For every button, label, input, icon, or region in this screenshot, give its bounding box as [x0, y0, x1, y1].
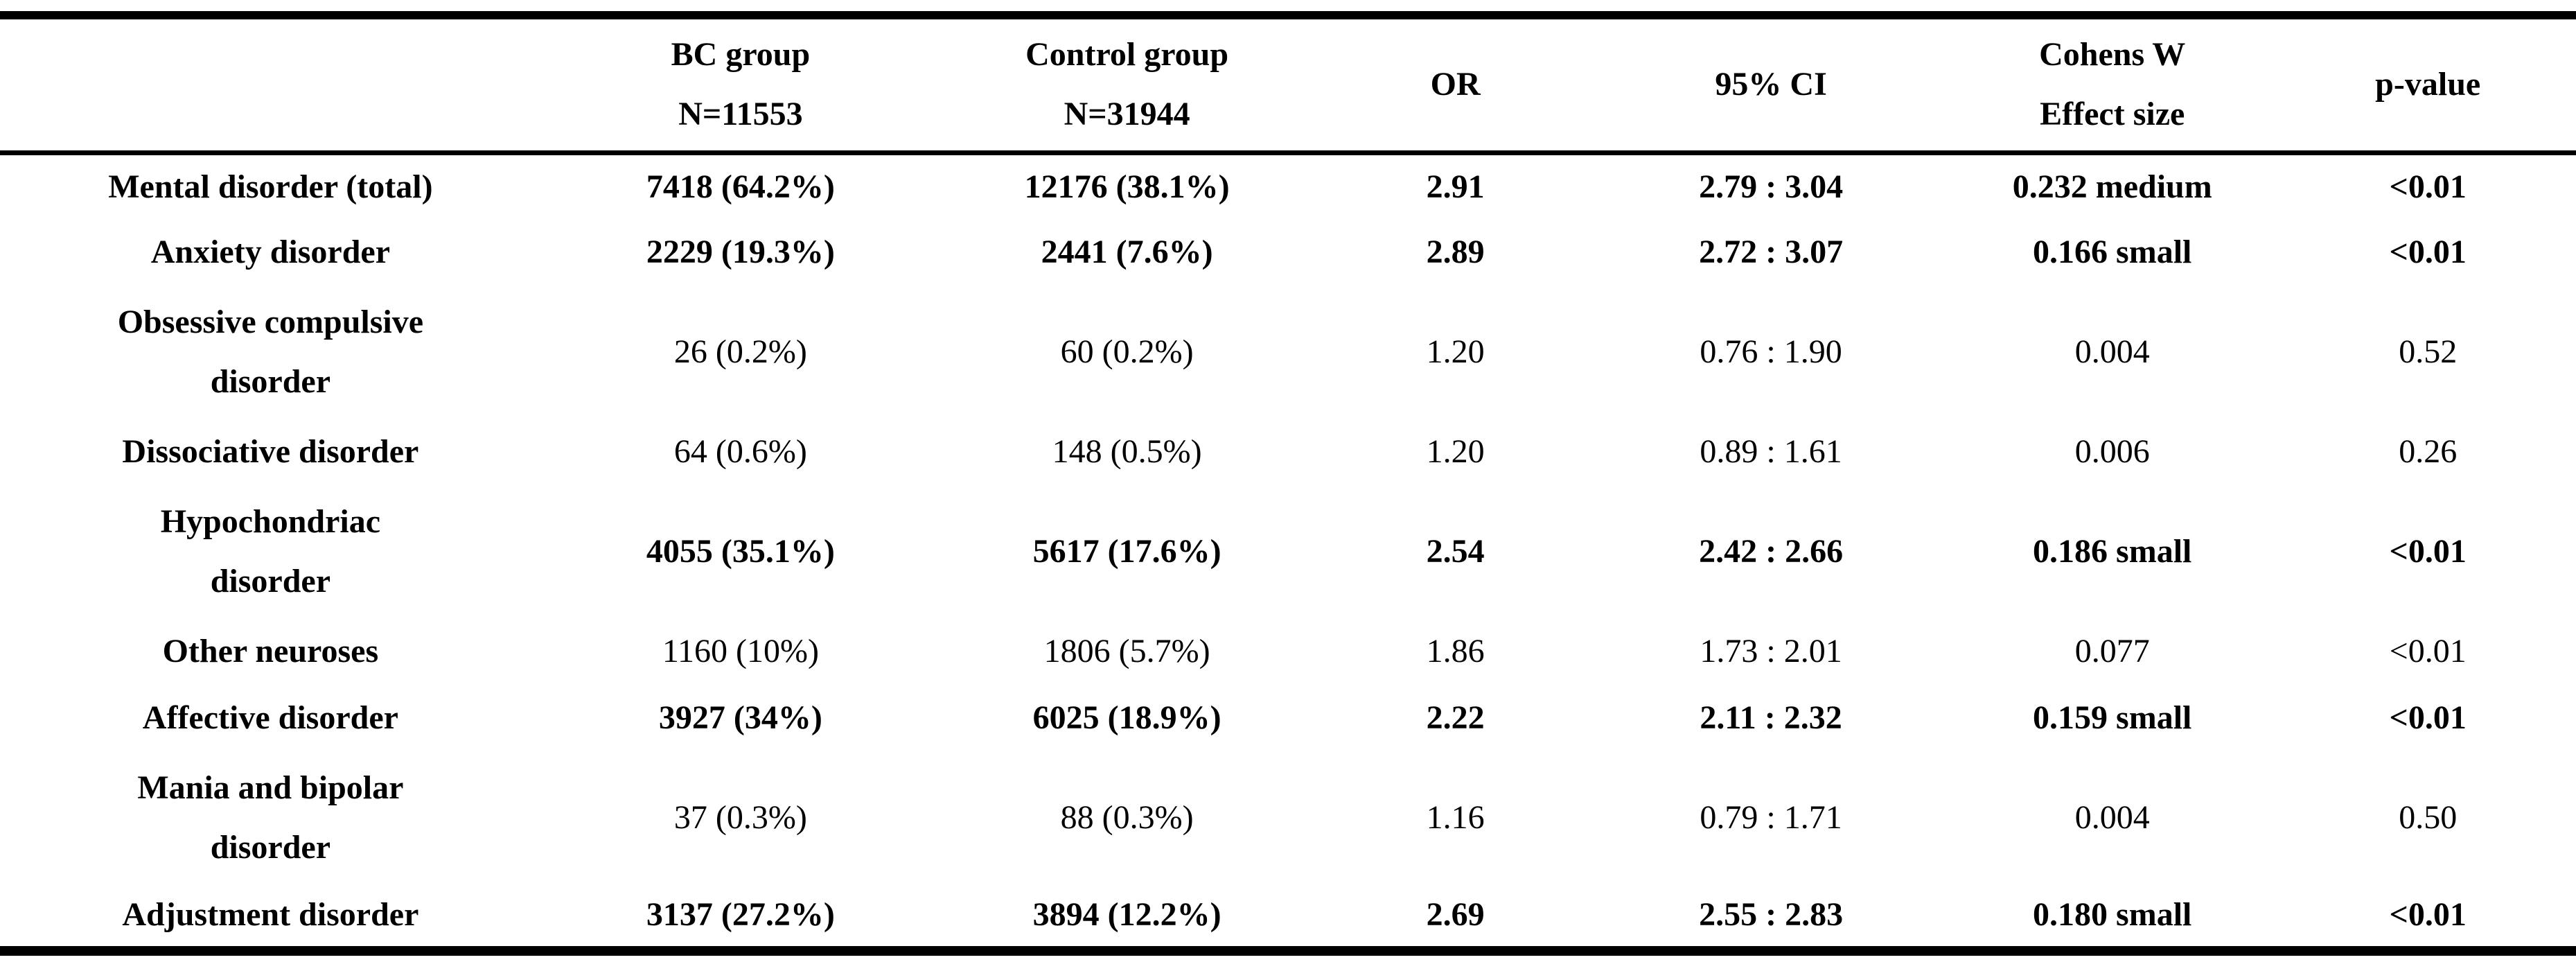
effect-size-value: 0.180 small: [2033, 896, 2192, 934]
col-header-ci: 95% CI: [1715, 66, 1827, 103]
row-label: Obsessive compulsive disorder: [117, 303, 424, 400]
control-group-value: 60 (0.2%): [1060, 333, 1194, 370]
row-label: Other neuroses: [162, 632, 379, 670]
p-value: 0.26: [2399, 432, 2458, 470]
row-label: Dissociative disorder: [122, 432, 419, 470]
control-group-value: 148 (0.5%): [1052, 432, 1202, 470]
ci-value: 2.11 : 2.32: [1700, 699, 1842, 736]
control-group-value: 88 (0.3%): [1060, 798, 1194, 836]
table-row-affective-disorder: Affective disorder 3927 (34%) 6025 (18.9…: [0, 685, 2576, 751]
table-row-other-neuroses: Other neuroses 1160 (10%) 1806 (5.7%) 1.…: [0, 618, 2576, 685]
or-value: 2.22: [1426, 699, 1485, 736]
row-label: Mental disorder (total): [108, 168, 433, 205]
control-group-value: 2441 (7.6%): [1041, 233, 1213, 270]
bc-group-value: 1160 (10%): [662, 632, 819, 670]
row-label: Hypochondriac disorder: [160, 502, 381, 600]
control-group-value: 6025 (18.9%): [1032, 699, 1221, 736]
bc-group-value: 64 (0.6%): [673, 432, 807, 470]
control-group-value: 5617 (17.6%): [1032, 532, 1221, 570]
ci-value: 0.79 : 1.71: [1700, 798, 1842, 836]
bc-group-value: 26 (0.2%): [673, 333, 807, 370]
table-row-mania-and-bipolar-disorder: Mania and bipolar disorder 37 (0.3%) 88 …: [0, 751, 2576, 884]
or-value: 1.86: [1426, 632, 1485, 670]
effect-size-value: 0.186 small: [2033, 532, 2192, 570]
or-value: 2.91: [1426, 168, 1485, 205]
effect-size-value: 0.006: [2074, 432, 2150, 470]
p-value: <0.01: [2389, 699, 2467, 736]
control-group-value: 3894 (12.2%): [1032, 896, 1221, 934]
effect-size-value: 0.166 small: [2033, 233, 2192, 270]
row-label: Affective disorder: [142, 699, 398, 736]
or-value: 1.20: [1426, 432, 1485, 470]
bc-group-value: 2229 (19.3%): [646, 233, 835, 270]
bc-group-value: 4055 (35.1%): [646, 532, 835, 570]
table-row-adjustment-disorder: Adjustment disorder 3137 (27.2%) 3894 (1…: [0, 884, 2576, 951]
table-row-hypochondriac-disorder: Hypochondriac disorder 4055 (35.1%) 5617…: [0, 485, 2576, 618]
col-header-cohens-w: Cohens W Effect size: [2039, 35, 2186, 133]
bc-group-value: 3137 (27.2%): [646, 896, 835, 934]
effect-size-value: 0.232 medium: [2012, 168, 2212, 205]
results-table: BC group N=11553 Control group N=31944 O…: [0, 11, 2576, 956]
ci-value: 0.76 : 1.90: [1700, 333, 1842, 370]
bc-group-value: 7418 (64.2%): [646, 168, 835, 205]
p-value: <0.01: [2389, 168, 2467, 205]
ci-value: 2.42 : 2.66: [1699, 532, 1844, 570]
p-value: <0.01: [2389, 896, 2467, 934]
ci-value: 2.72 : 3.07: [1699, 233, 1844, 270]
p-value: 0.50: [2399, 798, 2458, 836]
col-header-control-group: Control group N=31944: [1025, 35, 1229, 133]
row-label: Mania and bipolar disorder: [137, 769, 404, 866]
or-value: 1.20: [1426, 333, 1485, 370]
row-label: Adjustment disorder: [122, 896, 419, 934]
p-value: <0.01: [2389, 532, 2467, 570]
effect-size-value: 0.004: [2074, 798, 2150, 836]
control-group-value: 1806 (5.7%): [1043, 632, 1210, 670]
col-header-condition: [0, 15, 541, 152]
row-label: Anxiety disorder: [150, 233, 391, 270]
table-row-dissociative-disorder: Dissociative disorder 64 (0.6%) 148 (0.5…: [0, 419, 2576, 485]
ci-value: 1.73 : 2.01: [1700, 632, 1842, 670]
p-value: <0.01: [2389, 632, 2467, 670]
bc-group-value: 3927 (34%): [658, 699, 822, 736]
effect-size-value: 0.077: [2074, 632, 2150, 670]
or-value: 2.89: [1426, 233, 1485, 270]
col-header-bc-group: BC group N=11553: [671, 35, 811, 133]
col-header-p-value: p-value: [2375, 66, 2481, 103]
or-value: 2.69: [1426, 896, 1485, 934]
col-header-or: OR: [1430, 66, 1481, 103]
table-row-mental-disorder-total: Mental disorder (total) 7418 (64.2%) 121…: [0, 152, 2576, 219]
ci-value: 2.55 : 2.83: [1699, 896, 1844, 934]
p-value: 0.52: [2399, 333, 2458, 370]
control-group-value: 12176 (38.1%): [1024, 168, 1230, 205]
table-header-row: BC group N=11553 Control group N=31944 O…: [0, 15, 2576, 152]
table-row-obsessive-compulsive-disorder: Obsessive compulsive disorder 26 (0.2%) …: [0, 286, 2576, 419]
or-value: 2.54: [1426, 532, 1485, 570]
or-value: 1.16: [1426, 798, 1485, 836]
effect-size-value: 0.159 small: [2033, 699, 2192, 736]
p-value: <0.01: [2389, 233, 2467, 270]
ci-value: 0.89 : 1.61: [1700, 432, 1842, 470]
bc-group-value: 37 (0.3%): [673, 798, 807, 836]
ci-value: 2.79 : 3.04: [1699, 168, 1844, 205]
table-row-anxiety-disorder: Anxiety disorder 2229 (19.3%) 2441 (7.6%…: [0, 219, 2576, 286]
effect-size-value: 0.004: [2074, 333, 2150, 370]
